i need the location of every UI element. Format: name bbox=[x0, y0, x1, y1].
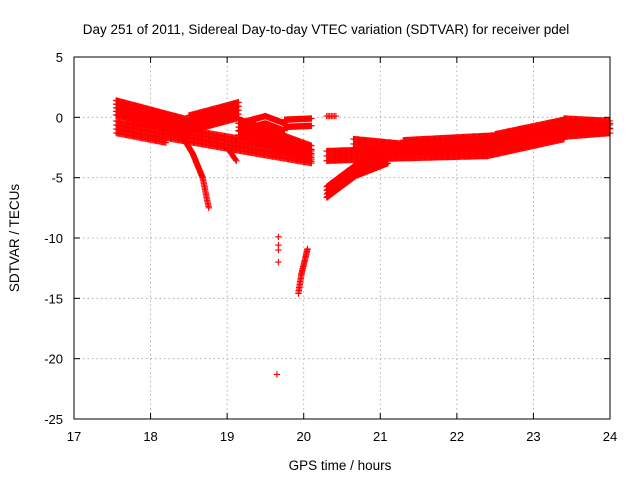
small-cluster-point bbox=[332, 112, 340, 120]
outliers-vertical-point bbox=[275, 246, 282, 254]
y-tick-label: -5 bbox=[51, 171, 63, 186]
band-upper-b-point bbox=[308, 147, 315, 155]
outliers-vertical-point bbox=[273, 371, 281, 378]
x-tick-label: 20 bbox=[296, 429, 310, 444]
chart-title: Day 251 of 2011, Sidereal Day-to-day VTE… bbox=[83, 22, 569, 37]
x-axis-label: GPS time / hours bbox=[289, 458, 392, 473]
x-tick-label: 22 bbox=[450, 429, 464, 444]
plot-frame bbox=[73, 56, 611, 420]
x-tick-label: 21 bbox=[373, 429, 387, 444]
y-tick-label: -25 bbox=[44, 412, 63, 427]
data-points bbox=[112, 97, 614, 378]
loop-point bbox=[308, 122, 315, 129]
x-tick-label: 17 bbox=[67, 429, 81, 444]
grid bbox=[74, 57, 610, 419]
band-upper-a-point bbox=[308, 142, 315, 149]
rising-ramp-point bbox=[384, 147, 392, 155]
y-tick-label: -10 bbox=[44, 231, 63, 246]
y-tick-label: -15 bbox=[44, 291, 63, 306]
band-upper-a-point bbox=[235, 99, 242, 106]
outlier-arc-point bbox=[295, 290, 302, 297]
x-tick-label: 23 bbox=[526, 429, 540, 444]
y-axis-label: SDTVAR / TECUs bbox=[7, 184, 22, 293]
x-tick-label: 19 bbox=[220, 429, 234, 444]
x-tick-label: 18 bbox=[143, 429, 157, 444]
descending-arc-point bbox=[205, 204, 212, 211]
x-tick-label: 24 bbox=[603, 429, 617, 444]
descending-arc-2-point bbox=[233, 157, 240, 164]
axis-ticks: 17 18 19 20 21 22 23 24 -25 -20 -15 -10 -5 0 5 bbox=[44, 50, 617, 444]
outliers-vertical-point bbox=[275, 233, 282, 240]
outliers-vertical-point bbox=[275, 258, 282, 266]
loop-point bbox=[308, 115, 315, 122]
y-tick-label: -20 bbox=[44, 352, 63, 367]
y-tick-label: 5 bbox=[56, 50, 63, 65]
y-tick-label: 0 bbox=[56, 110, 63, 125]
descending-arc-2-point bbox=[232, 156, 239, 163]
